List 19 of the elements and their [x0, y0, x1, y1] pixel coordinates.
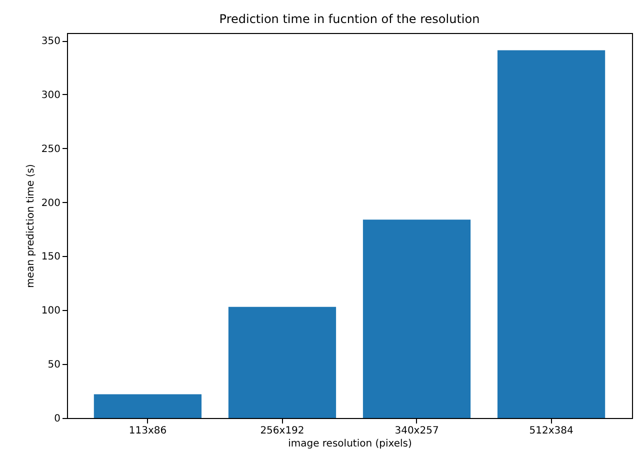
bar	[94, 394, 202, 418]
x-tick-label: 340x257	[394, 426, 439, 436]
y-tick-label: 250	[41, 144, 60, 155]
x-tick-label: 512x384	[529, 426, 574, 436]
y-tick-label: 200	[41, 198, 60, 209]
y-tick-label: 50	[48, 360, 60, 371]
x-tick-label: 113x86	[128, 426, 167, 436]
y-axis-title: mean prediction time (s)	[25, 164, 36, 288]
bar	[497, 50, 606, 418]
chart-title: Prediction time in fucntion of the resolution	[219, 12, 480, 26]
bar	[362, 220, 471, 418]
x-tick-label: 256x192	[260, 426, 304, 436]
x-axis-title: image resolution (pixels)	[288, 438, 412, 450]
y-tick-label: 350	[41, 36, 60, 48]
y-tick-label: 300	[41, 90, 60, 101]
y-tick-label: 100	[41, 306, 60, 317]
y-tick-label: 0	[54, 414, 60, 424]
y-tick-label: 150	[41, 252, 60, 263]
bar	[228, 306, 336, 418]
